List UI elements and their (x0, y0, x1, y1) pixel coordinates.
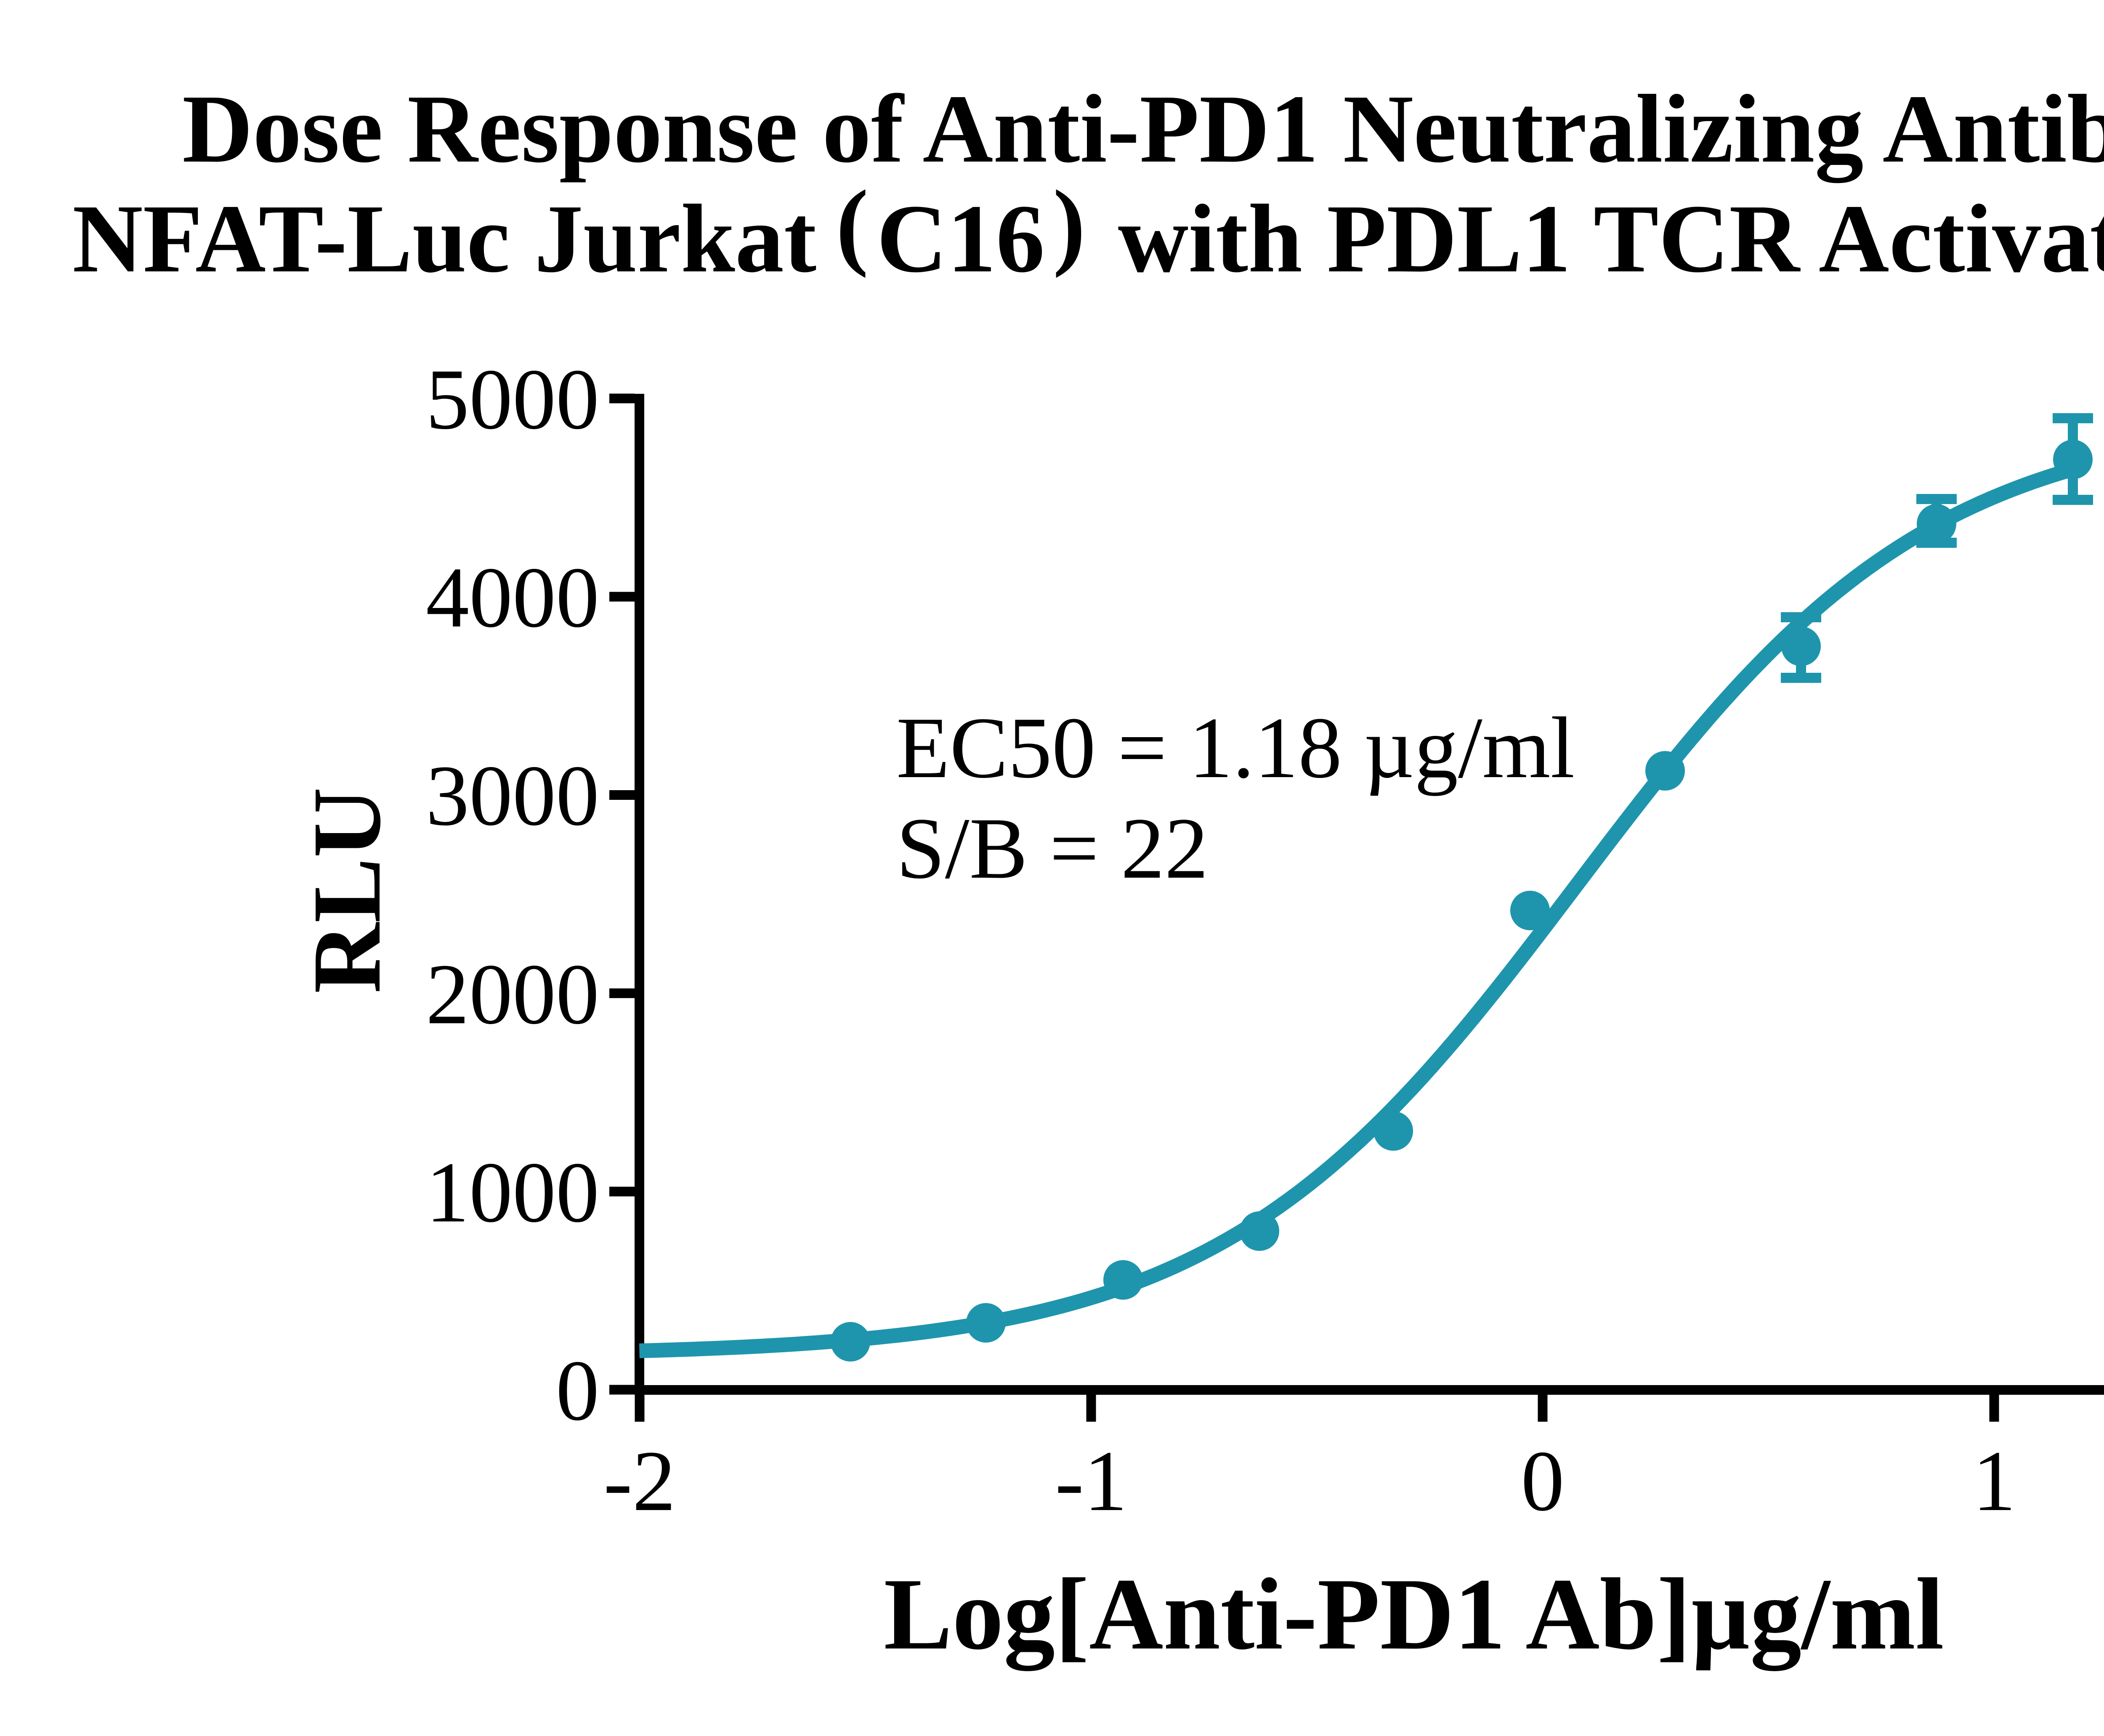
svg-text:RLU: RLU (293, 787, 401, 993)
svg-text:Dose Response of Anti-PD1 Neut: Dose Response of Anti-PD1 Neutralizing A… (182, 75, 2104, 183)
svg-text:Log[Anti-PD1 Ab]µg/ml: Log[Anti-PD1 Ab]µg/ml (884, 1557, 1944, 1671)
svg-text:0: 0 (1521, 1433, 1565, 1529)
svg-text:EC50 = 1.18 µg/ml: EC50 = 1.18 µg/ml (896, 699, 1575, 796)
svg-text:-2: -2 (603, 1433, 676, 1529)
svg-text:3000: 3000 (426, 747, 599, 844)
svg-text:0: 0 (556, 1342, 599, 1439)
svg-text:1000: 1000 (426, 1144, 599, 1240)
svg-text:2000: 2000 (426, 946, 599, 1042)
svg-text:S/B = 22: S/B = 22 (896, 800, 1209, 897)
svg-text:NFAT-Luc Jurkat ( C16 ) with: NFAT-Luc Jurkat ( C16 ) with PDL1 TCR Ac… (72, 170, 2104, 293)
svg-text:1: 1 (1973, 1433, 2016, 1529)
svg-text:5000: 5000 (426, 351, 599, 447)
svg-text:4000: 4000 (426, 549, 599, 645)
svg-text:-1: -1 (1055, 1433, 1127, 1529)
